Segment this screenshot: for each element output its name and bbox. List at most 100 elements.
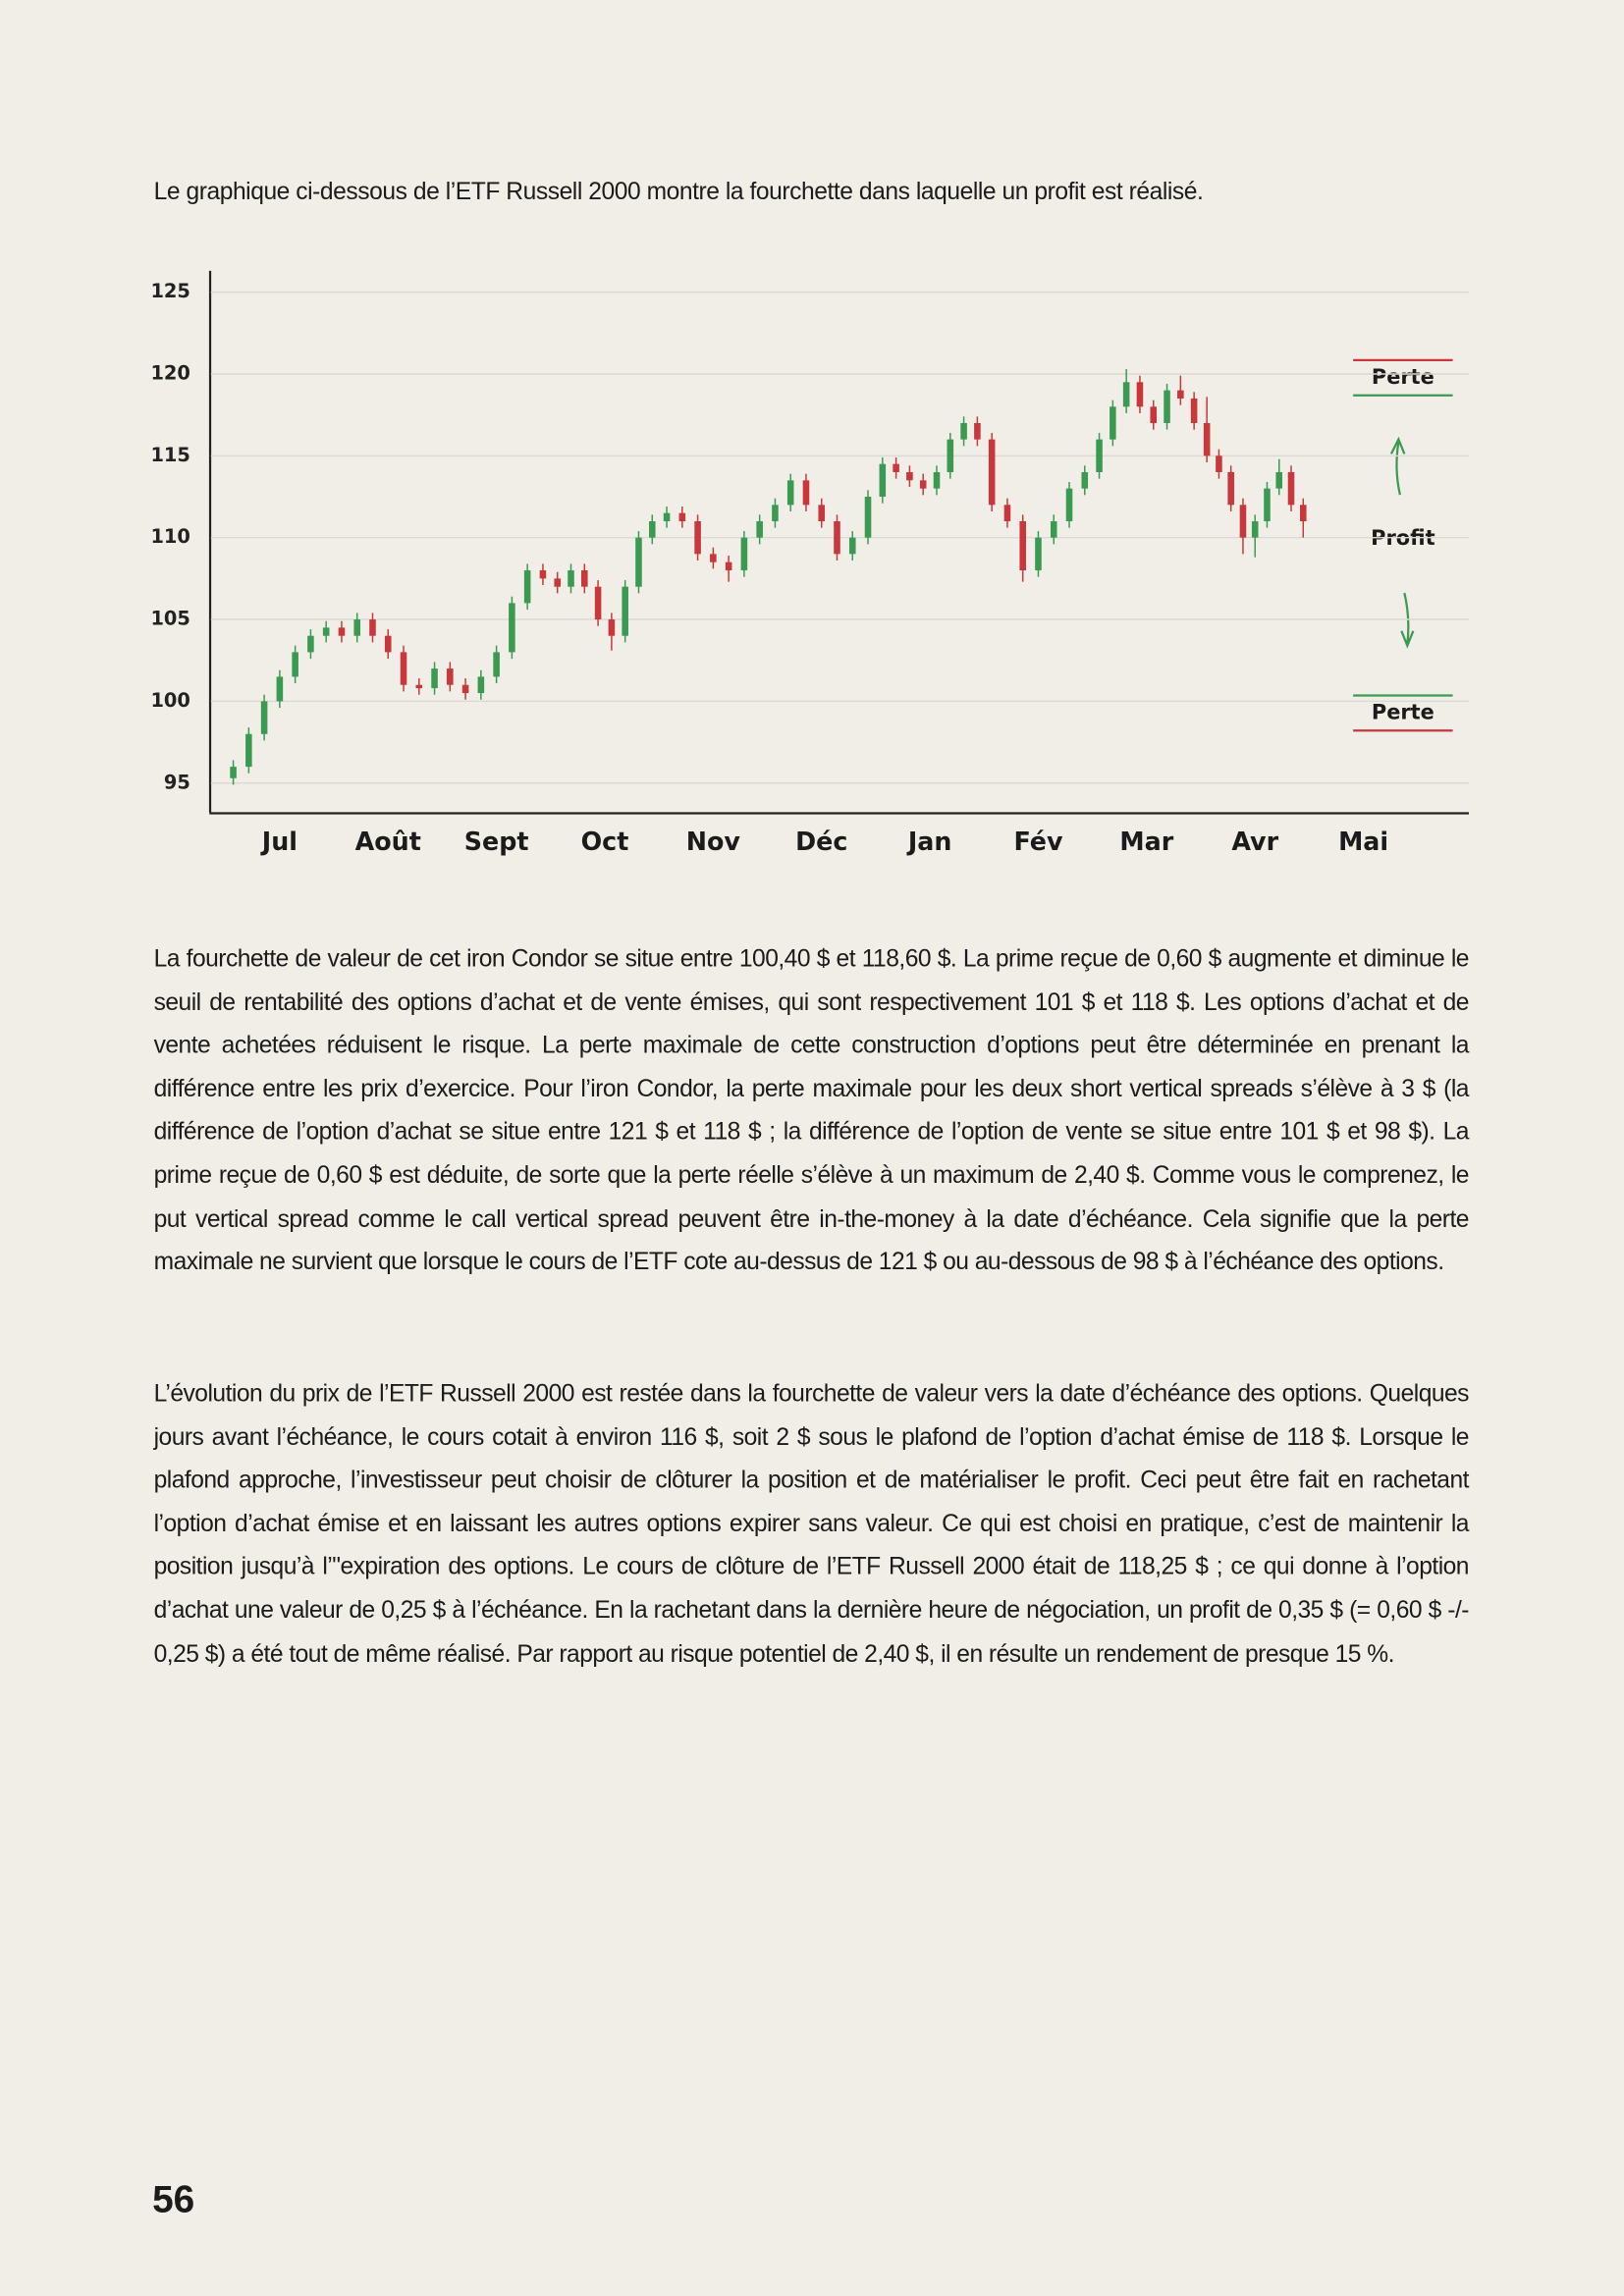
candle-body bbox=[879, 463, 887, 498]
candle-body bbox=[786, 480, 794, 506]
candle-body bbox=[1299, 505, 1307, 522]
y-tick-label: 110 bbox=[150, 525, 189, 548]
candle-body bbox=[802, 480, 810, 506]
candle-body bbox=[974, 422, 981, 440]
arrow-down bbox=[1400, 592, 1415, 649]
candle-body bbox=[725, 561, 732, 571]
chart: Perte Profit Perte 95100105110115120125J… bbox=[150, 270, 1469, 856]
candle-body bbox=[1050, 521, 1057, 538]
candle-body bbox=[678, 512, 686, 522]
candle-body bbox=[947, 439, 954, 472]
y-tick-label: 120 bbox=[150, 361, 189, 384]
candle-body bbox=[848, 537, 856, 555]
candle-body bbox=[960, 422, 967, 440]
annotation: Perte bbox=[1372, 365, 1435, 389]
candle-body bbox=[933, 471, 941, 489]
candle-body bbox=[635, 537, 642, 587]
candle-body bbox=[1251, 521, 1259, 538]
candle-body bbox=[400, 652, 407, 685]
candle-body bbox=[554, 578, 561, 587]
arrow-up bbox=[1389, 436, 1406, 496]
x-tick-label: Mai bbox=[1338, 827, 1388, 856]
y-tick-label: 115 bbox=[150, 444, 189, 466]
candle-body bbox=[539, 570, 547, 579]
candle-body bbox=[461, 684, 469, 694]
candle-body bbox=[1287, 471, 1295, 506]
x-tick-label: Jul bbox=[260, 827, 298, 856]
candle-body bbox=[568, 570, 574, 587]
y-tick-label: 100 bbox=[150, 689, 189, 712]
candle-body bbox=[1003, 505, 1011, 522]
candle-body bbox=[1136, 382, 1144, 407]
candle-body bbox=[818, 505, 826, 522]
candle-body bbox=[1177, 390, 1184, 399]
candle-body bbox=[608, 619, 616, 636]
candle-body bbox=[834, 521, 840, 555]
candle-body bbox=[772, 505, 779, 522]
candle-body bbox=[384, 635, 392, 653]
candle-body bbox=[919, 480, 927, 489]
candle-body bbox=[756, 521, 763, 538]
y-tick-label: 95 bbox=[164, 771, 190, 793]
candle-body bbox=[1164, 390, 1170, 423]
x-tick-label: Fév bbox=[1013, 827, 1062, 856]
candle-body bbox=[1264, 488, 1271, 522]
paragraph: La fourchette de valeur de cet iron Cond… bbox=[153, 945, 1470, 1276]
candle-body bbox=[493, 652, 500, 677]
candle-body bbox=[369, 619, 376, 636]
candle-body bbox=[307, 635, 314, 653]
candle-body bbox=[260, 701, 268, 734]
candle-body bbox=[622, 586, 628, 636]
x-tick-label: Nov bbox=[686, 827, 741, 856]
candle-body bbox=[988, 439, 996, 506]
candle-body bbox=[581, 570, 588, 587]
candle-body bbox=[1122, 382, 1130, 407]
candle-body bbox=[1096, 439, 1103, 472]
candle-body bbox=[477, 676, 485, 694]
candle-body bbox=[1110, 406, 1116, 440]
candle-body bbox=[292, 652, 298, 677]
candle-body bbox=[523, 570, 531, 604]
candle-body bbox=[864, 497, 872, 538]
y-tick-label: 125 bbox=[150, 280, 189, 302]
candle-body bbox=[245, 733, 252, 768]
candle-body bbox=[594, 586, 602, 620]
candle-body bbox=[353, 619, 360, 636]
candle-body bbox=[893, 463, 899, 472]
candle-body bbox=[663, 512, 671, 522]
paragraph: L’évolution du prix de l’ETF Russell 200… bbox=[153, 1380, 1470, 1668]
candle-body bbox=[906, 471, 913, 481]
candle-body bbox=[1019, 521, 1026, 571]
candle-body bbox=[415, 684, 423, 689]
x-tick-label: Déc bbox=[795, 827, 847, 856]
candle-body bbox=[447, 668, 454, 685]
candle-body bbox=[230, 767, 237, 778]
candle-body bbox=[1190, 398, 1198, 423]
candle-body bbox=[1035, 537, 1042, 571]
page-number: 56 bbox=[152, 2176, 195, 2221]
x-tick-label: Avr bbox=[1231, 827, 1278, 856]
candle-body bbox=[710, 554, 717, 562]
candle-body bbox=[1239, 505, 1247, 538]
candle-body bbox=[694, 521, 701, 555]
candle-body bbox=[1227, 471, 1234, 506]
candle-body bbox=[740, 537, 748, 571]
x-tick-label: Mar bbox=[1119, 827, 1173, 856]
candle-body bbox=[431, 668, 438, 689]
candle-body bbox=[509, 603, 515, 653]
candle-body bbox=[1203, 422, 1211, 456]
x-tick-label: Oct bbox=[581, 827, 629, 856]
x-tick-label: Sept bbox=[464, 827, 529, 856]
candle-body bbox=[322, 627, 330, 636]
y-tick-label: 105 bbox=[150, 608, 189, 630]
candle-body bbox=[338, 627, 346, 636]
candle-body bbox=[276, 676, 284, 702]
candle-body bbox=[1275, 471, 1283, 489]
candle-body bbox=[1150, 406, 1158, 423]
annotation: Perte bbox=[1372, 700, 1435, 723]
candle-body bbox=[1216, 455, 1222, 472]
candle-body bbox=[1065, 488, 1073, 522]
candle-body bbox=[648, 521, 656, 538]
